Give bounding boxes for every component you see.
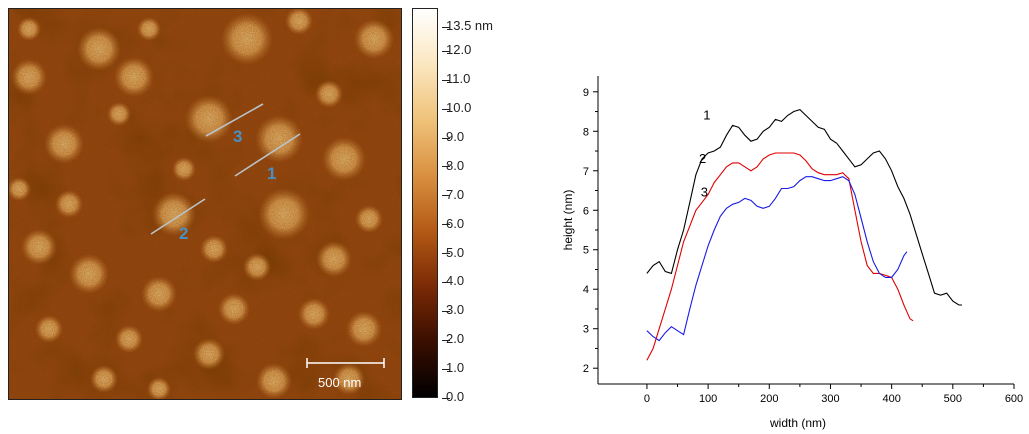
colorbar-tick [442,253,450,255]
x-tick-label: 400 [882,393,900,405]
series-label-1: 1 [703,107,710,122]
profile-label-3: 3 [233,127,242,146]
profile-line-1 [234,133,301,177]
colorbar-tick-label: 10.0 [446,100,472,116]
colorbar-tick-label: 7.0 [446,186,465,202]
colorbar-tick [442,310,450,312]
profile-line-2 [150,198,206,235]
series-label-2: 2 [699,151,706,166]
colorbar-tick-label: 12.0 [446,42,472,58]
y-tick-label: 7 [583,166,589,178]
x-tick-label: 0 [644,393,650,405]
y-tick-label: 9 [583,87,589,99]
x-tick-label: 100 [699,393,717,405]
x-tick-label: 300 [821,393,839,405]
colorbar-tick [442,79,450,81]
colorbar-tick [442,224,450,226]
colorbar-tick-label: 0.0 [446,389,465,404]
y-tick-label: 3 [583,324,589,336]
colorbar-tick [442,108,450,110]
colorbar-tick [442,50,450,52]
scalebar-label: 500 nm [318,375,361,390]
colorbar-labels: 13.5 nm 12.0 11.0 10.0 9.0 8.0 7.0 6.0 5.0 4.0 3.… [442,0,532,420]
colorbar-tick [442,137,450,139]
height-colorbar [412,8,438,398]
colorbar-tick [442,368,450,370]
series-line-3 [646,176,908,342]
colorbar-tick-label: 9.0 [446,129,465,144]
colorbar-tick-label: 4.0 [446,273,465,289]
y-tick-label: 8 [583,126,589,138]
x-tick-label: 500 [944,393,962,405]
colorbar-max-tick [442,26,450,28]
y-tick-label: 5 [583,245,589,257]
afm-image-canvas: 3 1 2 500 nm [9,9,401,399]
height-profile-chart: 0 100 200 300 400 500 600 2 3 4 5 6 7 8 9 1 2 3 width (n… [561,76,1023,430]
chart-axes: 0 100 200 300 400 500 600 2 3 4 5 6 7 8 9 [583,76,1023,405]
y-tick-label: 6 [583,205,589,217]
chart-series: 1 2 3 [646,107,962,361]
colorbar-tick [442,339,450,341]
afm-noise [9,9,401,399]
series-label-3: 3 [701,184,708,199]
x-tick-label: 600 [1005,393,1023,405]
colorbar-tick-label: 3.0 [446,302,465,318]
colorbar-tick-label: 5.0 [446,244,465,260]
colorbar-tick-label: 1.0 [446,360,465,376]
profile-line-3 [205,103,264,137]
y-axis-label: height (nm) [561,190,575,251]
y-tick-label: 4 [583,284,589,296]
colorbar-tick-label: 11.0 [446,71,471,87]
series-line-2 [646,152,914,361]
colorbar-tick [442,166,450,168]
profile-label-2: 2 [179,224,188,243]
colorbar-tick [442,397,450,399]
profile-label-1: 1 [267,164,276,183]
x-axis-label: width (nm) [769,416,826,430]
x-tick-label: 200 [760,393,778,405]
colorbar-tick-label: 2.0 [446,331,465,347]
colorbar-tick [442,195,450,197]
colorbar-tick-label: 6.0 [446,215,465,231]
colorbar-max-label: 13.5 nm [446,18,493,33]
y-tick-label: 2 [583,363,589,375]
colorbar-tick-label: 8.0 [446,157,465,173]
colorbar-tick [442,281,450,283]
series-line-1 [646,108,962,306]
afm-height-image: 3 1 2 500 nm [8,8,402,400]
